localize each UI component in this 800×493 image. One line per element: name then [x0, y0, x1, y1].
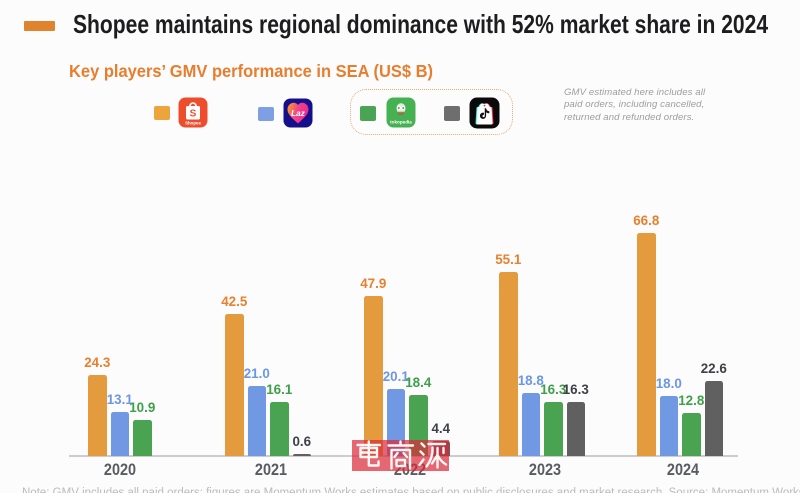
svg-text:tokopedia: tokopedia	[390, 119, 412, 124]
svg-text:Shopee: Shopee	[185, 120, 201, 125]
svg-text:S: S	[190, 108, 197, 119]
svg-text:Laz: Laz	[291, 109, 306, 118]
